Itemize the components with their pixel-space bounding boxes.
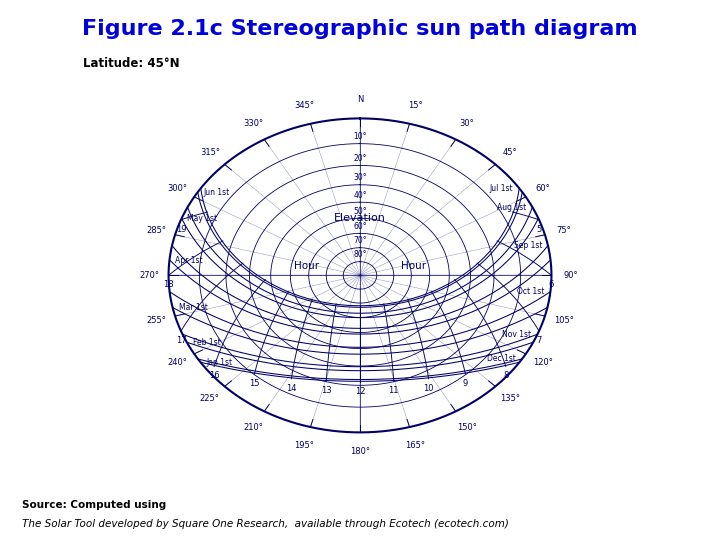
Text: Aug 1st: Aug 1st: [498, 202, 526, 212]
Text: Hour: Hour: [401, 261, 426, 271]
Text: 285°: 285°: [146, 226, 166, 235]
Text: 60°: 60°: [536, 184, 551, 193]
Text: 300°: 300°: [167, 184, 187, 193]
Text: 30°: 30°: [459, 119, 474, 129]
Text: Oct 1st: Oct 1st: [517, 287, 544, 296]
Text: 120°: 120°: [534, 357, 553, 367]
Text: Jul 1st: Jul 1st: [490, 184, 513, 193]
Text: Latitude: 45°N: Latitude: 45°N: [83, 57, 179, 70]
Text: 8: 8: [503, 372, 508, 380]
Text: 195°: 195°: [294, 441, 315, 450]
Text: 165°: 165°: [405, 441, 426, 450]
Text: 315°: 315°: [200, 148, 220, 157]
Text: Jun 1st: Jun 1st: [204, 188, 230, 197]
Text: 11: 11: [389, 386, 399, 395]
Text: 10: 10: [423, 383, 434, 393]
Text: Mar 1st: Mar 1st: [179, 303, 207, 312]
Text: 30°: 30°: [354, 173, 366, 183]
Text: 20°: 20°: [354, 154, 366, 163]
Text: The Solar Tool developed by Square One Research,  available through Ecotech (eco: The Solar Tool developed by Square One R…: [22, 519, 508, 530]
Text: 135°: 135°: [500, 394, 520, 403]
Text: Sep 1st: Sep 1st: [513, 241, 542, 250]
Text: May 1st: May 1st: [187, 214, 217, 223]
Text: Nov 1st: Nov 1st: [503, 330, 531, 339]
Text: 255°: 255°: [146, 316, 166, 325]
Text: Source: Computed using: Source: Computed using: [22, 500, 166, 510]
Text: 80°: 80°: [354, 251, 366, 259]
Text: 6: 6: [549, 280, 554, 289]
Text: 40°: 40°: [354, 191, 366, 200]
Text: 15: 15: [249, 379, 260, 388]
Text: 7: 7: [536, 336, 541, 345]
Text: Apr 1st: Apr 1st: [176, 255, 203, 265]
Text: 270°: 270°: [140, 271, 159, 280]
Text: 12: 12: [355, 387, 365, 396]
Text: 10°: 10°: [354, 132, 366, 141]
Text: 150°: 150°: [456, 422, 477, 431]
Text: N: N: [357, 94, 363, 104]
Text: 45°: 45°: [503, 148, 518, 157]
Text: 225°: 225°: [200, 394, 220, 403]
Text: 13: 13: [321, 386, 331, 395]
Text: 17: 17: [176, 336, 186, 345]
Text: 70°: 70°: [354, 237, 366, 245]
Text: 50°: 50°: [354, 207, 366, 216]
Text: 16: 16: [209, 372, 220, 380]
Text: 105°: 105°: [554, 316, 574, 325]
Text: Dec 1st: Dec 1st: [487, 354, 516, 363]
Text: Jan 1st: Jan 1st: [207, 358, 233, 367]
Text: Elevation: Elevation: [334, 213, 386, 223]
Text: 18: 18: [163, 280, 174, 289]
Text: 60°: 60°: [354, 222, 366, 231]
Text: 240°: 240°: [167, 357, 186, 367]
Text: 19: 19: [176, 225, 186, 233]
Text: 210°: 210°: [243, 422, 264, 431]
Text: 14: 14: [286, 383, 297, 393]
Text: 180°: 180°: [350, 447, 370, 456]
Text: 9: 9: [463, 379, 468, 388]
Text: Figure 2.1c Stereographic sun path diagram: Figure 2.1c Stereographic sun path diagr…: [82, 19, 638, 39]
Text: 345°: 345°: [294, 101, 315, 110]
Text: 75°: 75°: [557, 226, 571, 235]
Text: 330°: 330°: [243, 119, 264, 129]
Text: 90°: 90°: [563, 271, 578, 280]
Text: Hour: Hour: [294, 261, 319, 271]
Text: Feb 1st: Feb 1st: [193, 338, 220, 347]
Text: 5: 5: [536, 225, 541, 233]
Text: 15°: 15°: [408, 101, 423, 110]
